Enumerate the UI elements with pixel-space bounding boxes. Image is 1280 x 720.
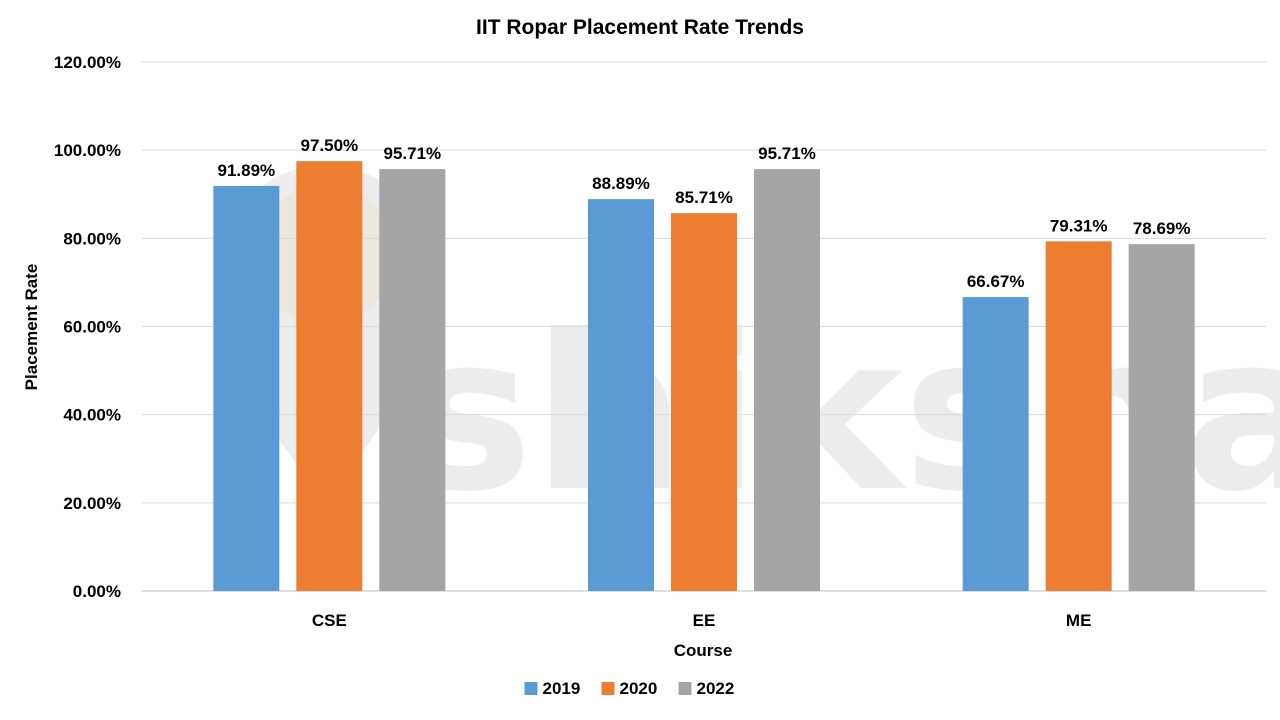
data-label-cse-2019: 91.89% xyxy=(217,161,275,180)
legend-swatch-2019 xyxy=(524,682,538,695)
bar-ee-2020 xyxy=(671,213,737,591)
legend-label-2020: 2020 xyxy=(620,679,658,698)
y-tick-label: 40.00% xyxy=(63,406,121,425)
data-label-ee-2022: 95.71% xyxy=(758,144,816,163)
data-label-cse-2020: 97.50% xyxy=(300,136,358,155)
bar-cse-2022 xyxy=(379,169,446,591)
bar-me-2022 xyxy=(1128,244,1195,591)
x-tick-label: CSE xyxy=(312,611,347,630)
bar-cse-2020 xyxy=(296,161,363,591)
legend: 2019 2020 2022 xyxy=(524,679,735,698)
y-axis-ticks: 0.00% 20.00% 40.00% 60.00% 80.00% 100.00% 120.… xyxy=(54,53,121,601)
bar-cse-2019 xyxy=(213,185,280,591)
legend-label-2019: 2019 xyxy=(543,679,581,698)
chart-title: IIT Ropar Placement Rate Trends xyxy=(476,16,804,39)
x-axis-categories: CSE EE ME xyxy=(312,611,1092,630)
data-label-cse-2022: 95.71% xyxy=(383,144,441,163)
legend-swatch-2020 xyxy=(601,682,615,695)
y-tick-label: 20.00% xyxy=(63,494,121,513)
y-axis-label: Placement Rate xyxy=(22,264,41,391)
y-tick-label: 120.00% xyxy=(54,53,121,72)
data-label-ee-2020: 85.71% xyxy=(675,188,733,207)
x-tick-label: EE xyxy=(693,611,716,630)
y-tick-label: 80.00% xyxy=(63,229,121,248)
bar-ee-2019 xyxy=(588,199,654,591)
data-label-me-2022: 78.69% xyxy=(1133,219,1191,238)
data-label-me-2019: 66.67% xyxy=(967,272,1025,291)
data-label-ee-2019: 88.89% xyxy=(592,174,650,193)
bar-ee-2022 xyxy=(754,169,820,591)
y-tick-label: 60.00% xyxy=(63,318,121,337)
x-tick-label: ME xyxy=(1066,611,1092,630)
y-tick-label: 0.00% xyxy=(73,582,121,601)
y-tick-label: 100.00% xyxy=(54,141,121,160)
data-labels: 91.89% 97.50% 95.71% 88.89% 85.71% 95.71% 66.6… xyxy=(217,136,1190,291)
legend-swatch-2022 xyxy=(678,682,692,695)
x-axis-label: Course xyxy=(674,641,733,660)
legend-label-2022: 2022 xyxy=(697,679,735,698)
bar-me-2019 xyxy=(962,297,1029,591)
bar-me-2020 xyxy=(1045,241,1112,592)
data-label-me-2020: 79.31% xyxy=(1050,216,1108,235)
bars xyxy=(213,161,1195,592)
